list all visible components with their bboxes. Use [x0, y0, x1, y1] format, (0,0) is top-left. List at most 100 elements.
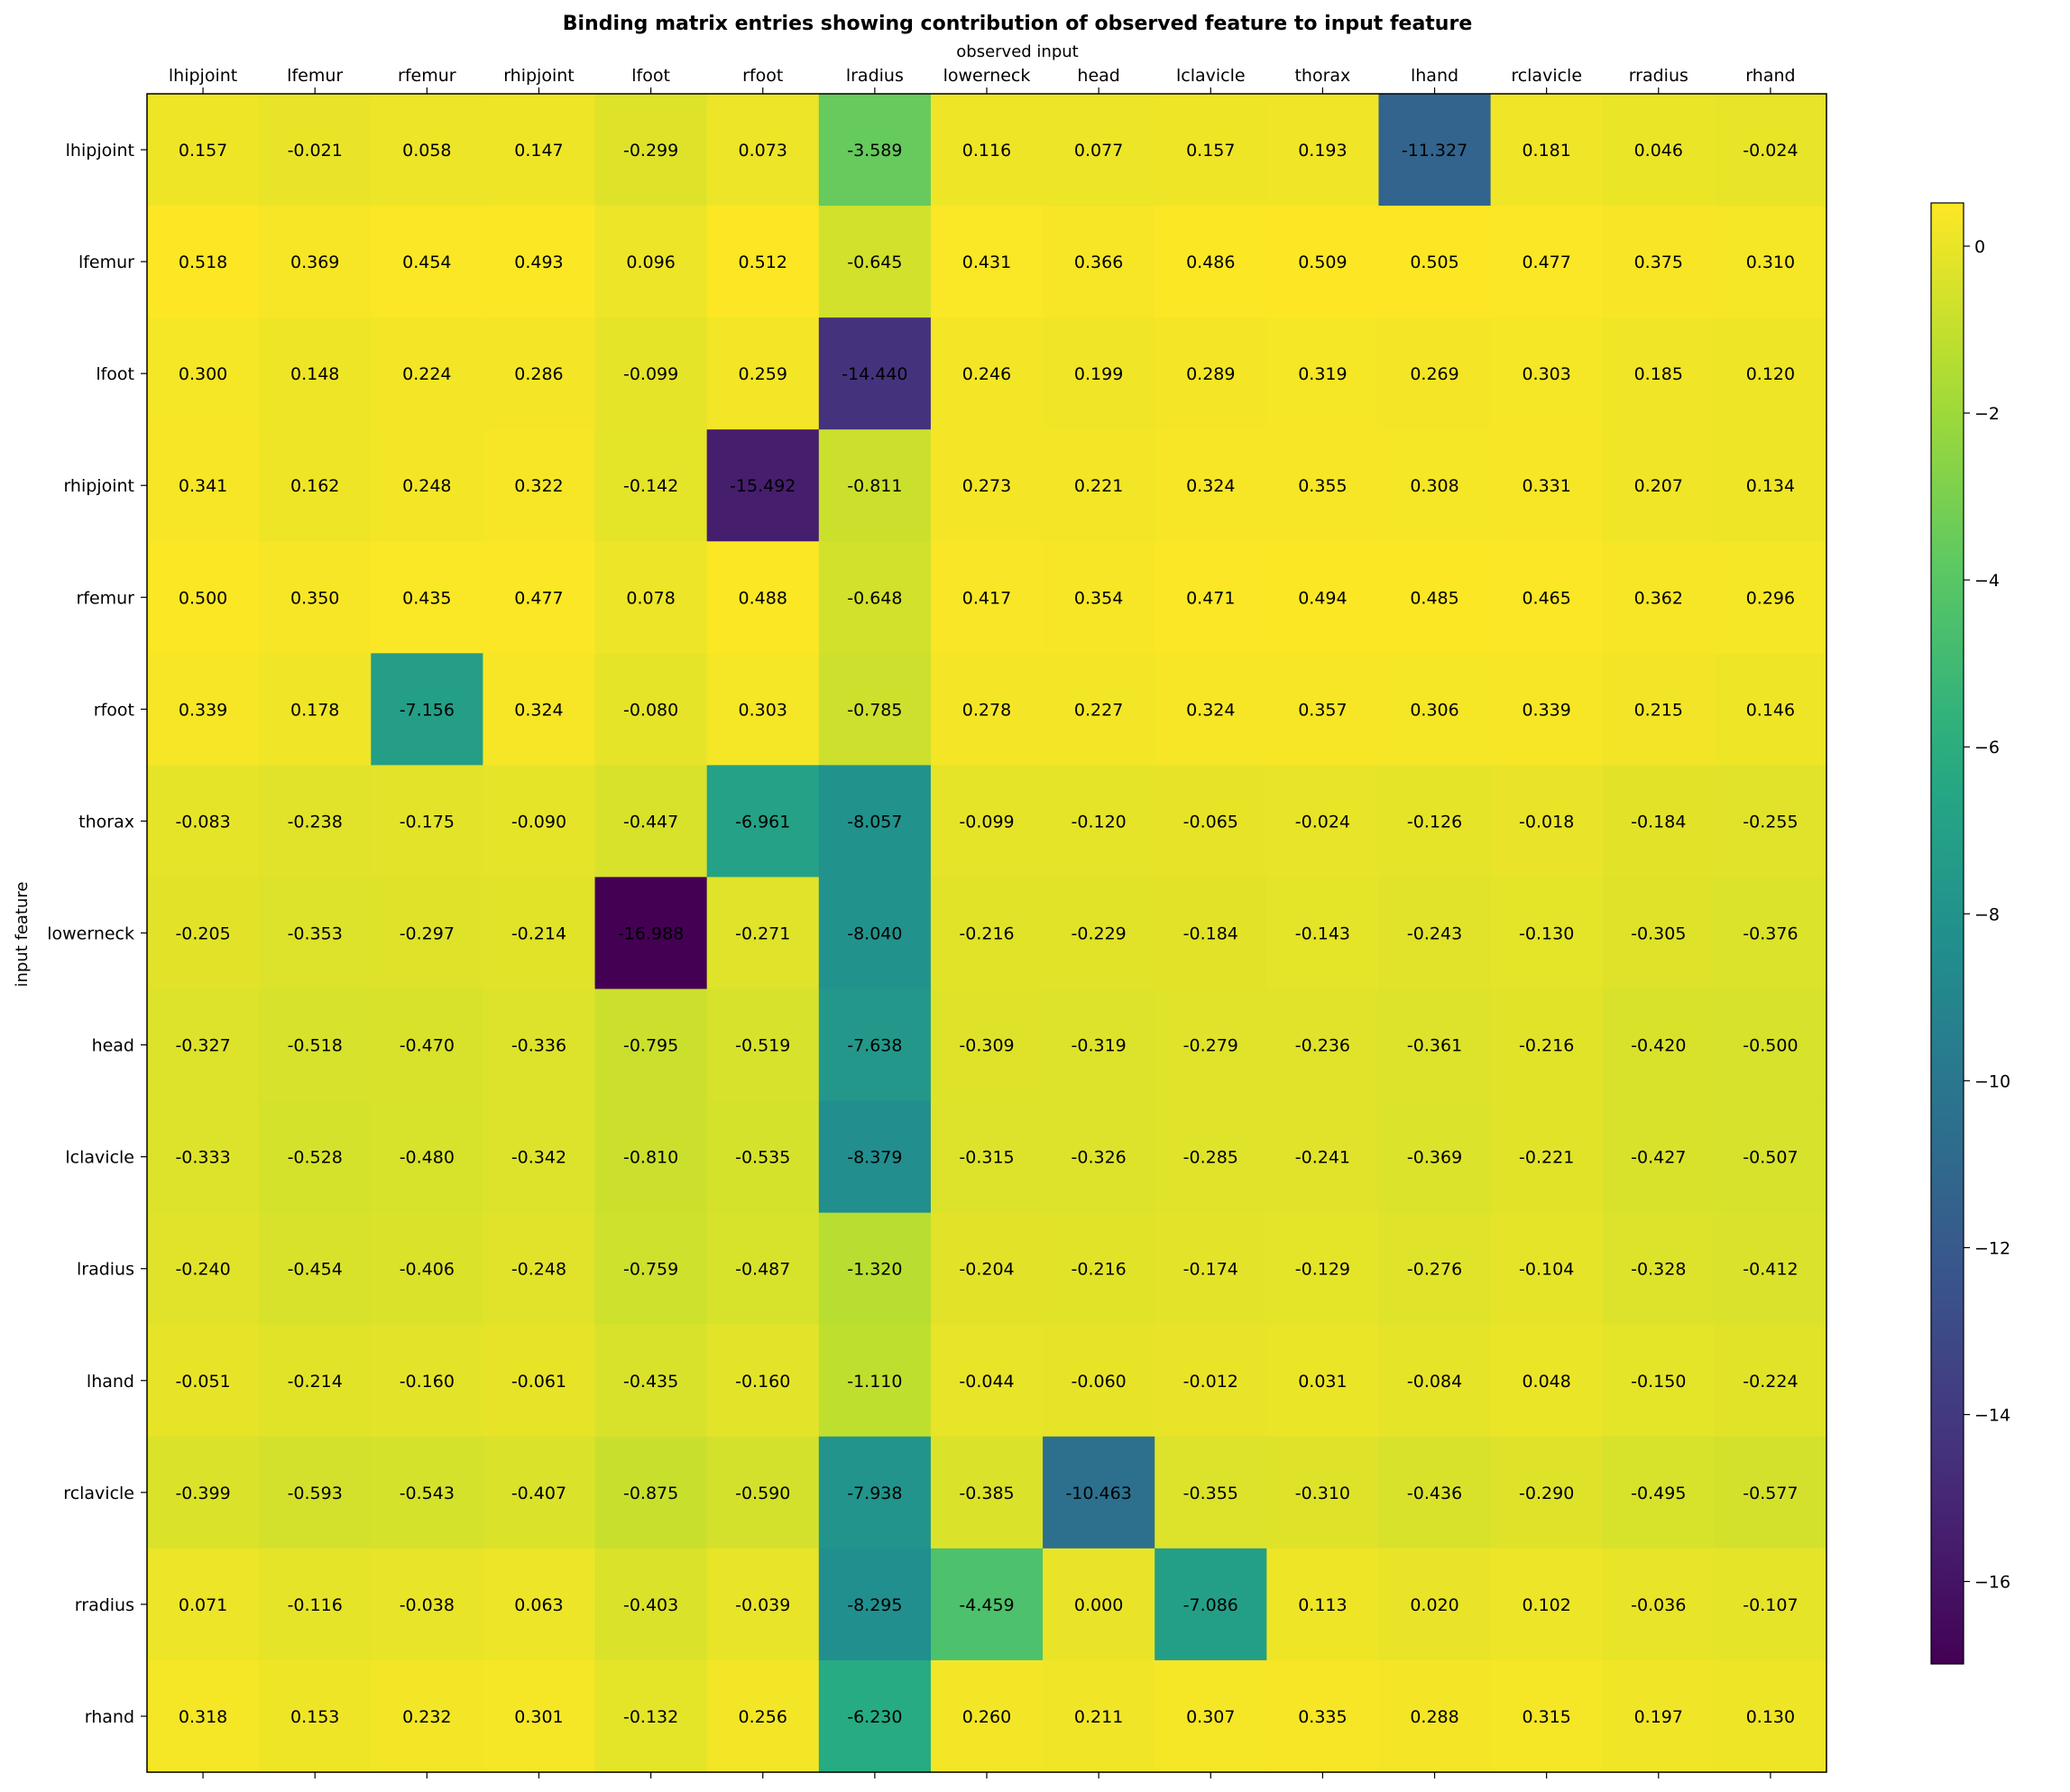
cell-value-label: 0.063 [514, 1595, 563, 1615]
heatmap-cell [483, 1436, 596, 1549]
heatmap-cell [1043, 877, 1155, 990]
heatmap-cell [818, 765, 932, 878]
heatmap-cell-labels: 0.157 -0.021 0.058 0.147 -0.299 0.073 -3.589 0.… [175, 141, 1798, 1727]
x-tick-label: lowerneck [943, 66, 1031, 86]
cell-value-label: -0.143 [1295, 924, 1350, 944]
cell-value-label: 0.102 [1522, 1595, 1570, 1615]
heatmap-cell [1155, 541, 1267, 654]
cell-value-label: 0.369 [290, 253, 339, 272]
cell-value-label: 0.273 [962, 476, 1011, 496]
heatmap-cell [371, 988, 483, 1102]
heatmap-cell [147, 429, 260, 542]
heatmap-cell [1378, 317, 1492, 430]
cell-value-label: 0.300 [179, 364, 227, 384]
cell-value-label: -1.110 [847, 1372, 902, 1392]
cell-value-label: 0.303 [739, 700, 787, 720]
cell-value-label: -10.463 [1065, 1484, 1131, 1503]
cell-value-label: 0.046 [1634, 141, 1683, 161]
heatmap-cell [259, 1324, 372, 1438]
cell-value-label: -0.518 [288, 1036, 343, 1056]
heatmap-cell [147, 1212, 260, 1326]
heatmap-cell [1155, 1436, 1267, 1549]
heatmap-cell [1490, 1100, 1604, 1214]
heatmap-cell [483, 765, 596, 878]
cell-value-label: 0.431 [962, 253, 1011, 272]
cell-value-label: -16.988 [618, 924, 684, 944]
heatmap-cell [818, 988, 932, 1102]
heatmap-cell [818, 94, 932, 207]
cell-value-label: 0.477 [514, 588, 563, 608]
heatmap-cell [259, 1100, 372, 1214]
heatmap-cell [818, 1548, 932, 1661]
colorbar-tick-label: −14 [1974, 1405, 2010, 1425]
cell-value-label: 0.350 [290, 588, 339, 608]
heatmap-cell [1043, 1436, 1155, 1549]
cell-value-label: -0.543 [400, 1484, 455, 1503]
heatmap-cell [371, 1324, 483, 1438]
heatmap-cell [1043, 1100, 1155, 1214]
heatmap-cell [259, 317, 372, 430]
heatmap-cell [1378, 1659, 1492, 1773]
x-tick-label: rfemur [398, 66, 456, 86]
y-tick-label: lhand [87, 1372, 134, 1392]
cell-value-label: 0.215 [1634, 700, 1683, 720]
heatmap-cell [1378, 206, 1492, 318]
cell-value-label: -0.236 [1295, 1036, 1350, 1056]
cell-value-label: -0.507 [1743, 1148, 1798, 1168]
heatmap-cell [1714, 429, 1827, 542]
heatmap-cell [594, 94, 708, 207]
cell-value-label: 0.181 [1522, 141, 1570, 161]
heatmap-cell [930, 317, 1044, 430]
cell-value-label: 0.134 [1746, 476, 1795, 496]
cell-value-label: 0.331 [1522, 476, 1570, 496]
cell-value-label: -0.310 [1295, 1484, 1350, 1503]
cell-value-label: -0.480 [400, 1148, 455, 1168]
cell-value-label: 0.185 [1634, 364, 1683, 384]
heatmap-cell [1266, 1436, 1380, 1549]
heatmap-cell [483, 653, 596, 766]
heatmap-cell [1043, 1548, 1155, 1661]
cell-value-label: -0.012 [1183, 1372, 1238, 1392]
cell-value-label: 0.260 [962, 1707, 1011, 1727]
heatmap-cell [483, 541, 596, 654]
cell-value-label: -0.024 [1743, 141, 1798, 161]
heatmap-cell [1266, 206, 1380, 318]
heatmap-cell [818, 429, 932, 542]
cell-value-label: -0.024 [1295, 812, 1350, 832]
heatmap-cell [259, 206, 372, 318]
cell-value-label: -0.107 [1743, 1595, 1798, 1615]
cell-value-label: -0.099 [623, 364, 678, 384]
heatmap-cell [259, 541, 372, 654]
heatmap-cell [483, 1100, 596, 1214]
cell-value-label: 0.288 [1410, 1707, 1458, 1727]
x-tick-label: rhipjoint [503, 66, 575, 86]
heatmap-cell [1155, 317, 1267, 430]
heatmap-cell [930, 206, 1044, 318]
cell-value-label: -0.160 [400, 1372, 455, 1392]
heatmap-cell [1378, 94, 1492, 207]
cell-value-label: 0.319 [1298, 364, 1347, 384]
cell-value-label: -0.399 [175, 1484, 230, 1503]
cell-value-label: 0.259 [739, 364, 787, 384]
x-tick-label: rfoot [742, 66, 783, 86]
cell-value-label: 0.146 [1746, 700, 1795, 720]
cell-value-label: 0.301 [514, 1707, 563, 1727]
heatmap-cell [483, 429, 596, 542]
heatmap-cell [1714, 1212, 1827, 1326]
heatmap-cell [706, 317, 820, 430]
cell-value-label: -0.205 [175, 924, 230, 944]
cell-value-label: 0.315 [1522, 1707, 1570, 1727]
cell-value-label: -0.470 [400, 1036, 455, 1056]
heatmap-cell [706, 653, 820, 766]
heatmap-cell [706, 1436, 820, 1549]
cell-value-label: 0.211 [1074, 1707, 1123, 1727]
cell-value-label: -0.593 [288, 1484, 343, 1503]
cell-value-label: 0.324 [514, 700, 563, 720]
cell-value-label: 0.162 [290, 476, 339, 496]
heatmap-cell [147, 1436, 260, 1549]
heatmap-cell [594, 1212, 708, 1326]
heatmap-cell [1490, 988, 1604, 1102]
heatmap-cell [1378, 877, 1492, 990]
y-tick-label: rclavicle [63, 1484, 134, 1503]
heatmap-cell [930, 429, 1044, 542]
